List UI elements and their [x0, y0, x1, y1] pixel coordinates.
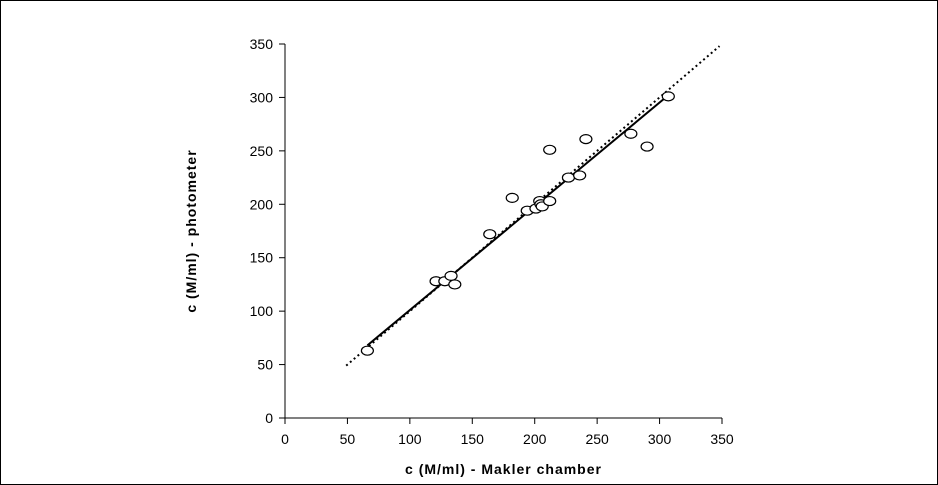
data-point [573, 170, 587, 181]
axes: 0 50 100 150 200 250 300 350 0 50 100 150 200 250 300 3… [250, 36, 734, 447]
data-point [483, 229, 497, 240]
data-point [543, 195, 557, 207]
data-point [624, 128, 638, 139]
y-tick-label: 150 [250, 250, 274, 266]
x-tick-label: 350 [710, 431, 734, 447]
data-point [444, 270, 458, 281]
x-tick-label: 0 [281, 431, 289, 447]
y-tick-label: 100 [250, 303, 274, 319]
x-tick-label: 300 [648, 431, 672, 447]
regression-line [366, 94, 669, 347]
data-point [661, 91, 675, 102]
data-point [543, 144, 557, 155]
x-axis-title: c (M/ml) - Makler chamber [405, 461, 602, 477]
y-tick-label: 300 [250, 89, 274, 105]
x-tick-label: 50 [340, 431, 356, 447]
x-tick-label: 100 [398, 431, 422, 447]
x-tick-label: 250 [585, 431, 609, 447]
y-tick-label: 350 [250, 36, 274, 52]
x-tick-label: 200 [523, 431, 547, 447]
data-point [561, 172, 576, 183]
data-point [448, 279, 462, 290]
y-tick-label: 0 [265, 410, 273, 426]
data-point [640, 141, 654, 152]
data-point [360, 345, 375, 356]
y-axis-title: c (M/ml) - photometer [183, 149, 199, 312]
y-tick-label: 200 [250, 196, 274, 212]
data-point [579, 134, 593, 145]
x-tick-label: 150 [461, 431, 485, 447]
y-tick-label: 50 [257, 357, 273, 373]
data-point [505, 192, 519, 203]
data-points [360, 91, 675, 356]
y-tick-label: 250 [250, 143, 274, 159]
